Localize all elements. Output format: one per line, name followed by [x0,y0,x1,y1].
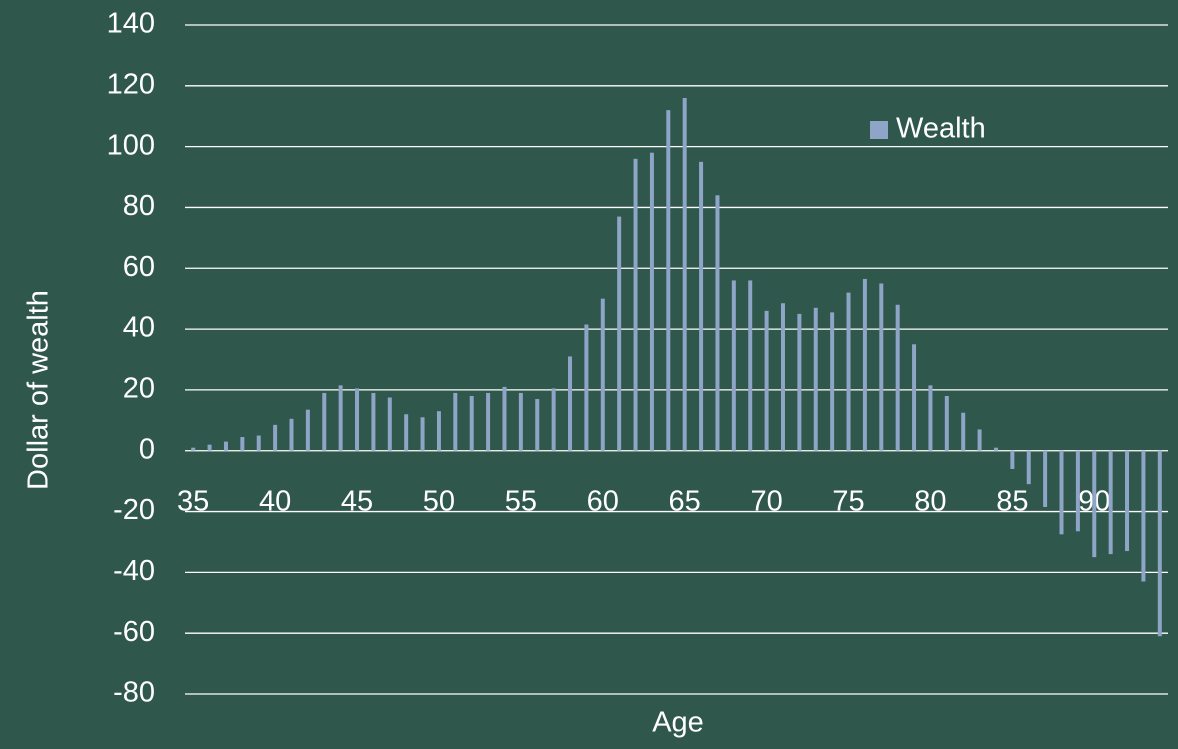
bar [600,298,605,451]
bar [830,312,835,451]
bar [420,417,425,451]
bar [535,399,540,451]
x-tick-label: 35 [177,485,209,517]
bar [469,395,474,451]
x-tick-label: 70 [750,485,782,517]
x-tick-label: 60 [587,485,619,517]
bar [518,392,523,451]
bar [862,278,867,451]
y-tick-label: 140 [107,8,155,40]
x-tick-label: 40 [259,485,291,517]
x-tick-label: 50 [423,485,455,517]
bar [1075,450,1080,532]
y-tick-label: 100 [107,129,155,161]
bar [617,216,622,451]
bar [453,392,458,451]
bar [682,97,687,451]
bar [912,344,917,451]
x-tick-label: 65 [669,485,701,517]
y-tick-label: 120 [107,68,155,100]
bar [993,447,998,451]
bar [305,409,310,451]
bar [977,429,982,451]
bar [797,313,802,451]
bar [486,392,491,451]
y-tick-label: 60 [123,251,155,283]
bar [731,280,736,451]
bar [551,388,556,451]
bar [633,158,638,451]
x-tick-label: 45 [341,485,373,517]
bar [584,324,589,451]
bar [1043,450,1048,507]
bar [273,424,278,451]
x-tick-label: 85 [996,485,1028,517]
y-tick-label: -20 [113,494,155,526]
legend-label: Wealth [896,113,986,145]
bar [715,195,720,451]
bar [928,385,933,451]
bar [191,447,196,451]
y-tick-label: -60 [113,616,155,648]
bar [338,385,343,451]
bar [879,283,884,451]
legend-swatch [870,121,888,139]
bar [813,307,818,451]
bar [944,395,949,451]
bar [256,435,261,451]
bar [666,110,671,451]
x-tick-label: 75 [832,485,864,517]
bar [1010,450,1015,469]
bar [387,397,392,451]
bar [1141,450,1146,582]
bar [404,414,409,451]
bar [207,444,212,451]
bar [1026,450,1031,485]
bar [1125,450,1130,552]
bar [322,392,327,451]
bar [289,418,294,451]
x-axis-title: Age [652,707,704,739]
y-tick-label: 40 [123,312,155,344]
bar [1092,450,1097,558]
bar [780,303,785,451]
bar [649,152,654,451]
bar [846,292,851,451]
bar [240,437,245,451]
bar [502,386,507,451]
bar [1059,450,1064,535]
y-tick-label: -80 [113,677,155,709]
bar [1108,450,1113,555]
bar [355,388,360,451]
bar [895,304,900,451]
bar [1157,450,1162,637]
bar [436,411,441,451]
bar [748,280,753,451]
y-tick-label: 20 [123,373,155,405]
y-tick-label: -40 [113,555,155,587]
bar [371,392,376,451]
bar [568,356,573,451]
bar [223,441,228,451]
y-tick-label: 80 [123,190,155,222]
y-tick-label: 0 [139,433,155,465]
y-axis-title: Dollar of wealth [23,290,55,490]
x-tick-label: 55 [505,485,537,517]
bar [961,412,966,451]
x-tick-label: 80 [914,485,946,517]
bar [764,310,769,451]
bar [699,161,704,451]
